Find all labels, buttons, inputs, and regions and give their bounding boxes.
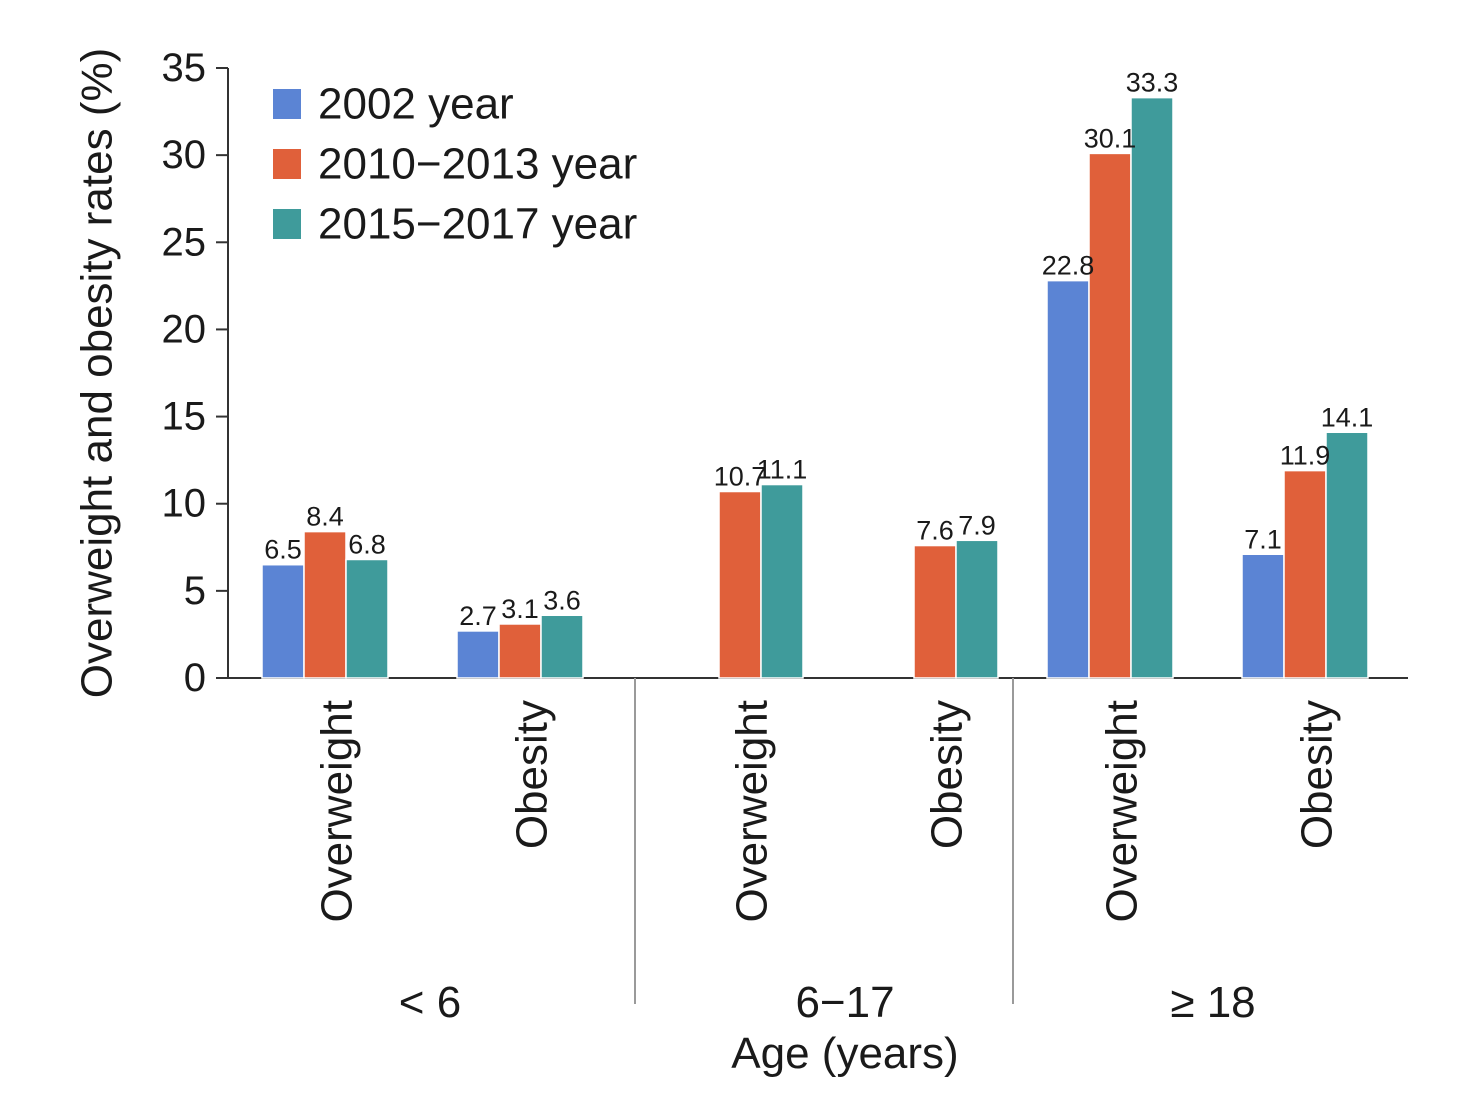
bar xyxy=(1130,96,1174,679)
bar xyxy=(540,614,584,679)
category-label: Overweight xyxy=(1098,700,1147,923)
value-label: 33.3 xyxy=(1126,68,1179,98)
value-label: 6.8 xyxy=(348,529,386,559)
category-label: Obesity xyxy=(1293,700,1342,849)
bar xyxy=(913,544,957,679)
bar xyxy=(261,563,305,679)
bar xyxy=(1088,152,1132,679)
y-axis-title: Overweight and obesity rates (%) xyxy=(73,48,122,699)
category-label: Obesity xyxy=(508,700,557,849)
legend-label: 2002 year xyxy=(318,80,514,129)
y-tick-label: 30 xyxy=(162,133,207,177)
bars xyxy=(261,96,1369,679)
value-labels: 6.58.46.8 2.7 3.1 3.6 10.711.1 7.6 7.9 22.8 30.1… xyxy=(264,68,1373,631)
bar xyxy=(1241,553,1285,679)
value-label: 7.9 xyxy=(958,510,996,540)
bar xyxy=(955,539,999,679)
bar xyxy=(456,630,500,679)
group-separators xyxy=(634,678,1014,1004)
y-axis: 0 5 10 15 20 25 30 35 xyxy=(162,46,229,700)
value-label: 7.6 xyxy=(916,516,954,546)
group-label: ≥ 18 xyxy=(1170,978,1255,1027)
bar xyxy=(760,483,804,679)
bar xyxy=(345,558,389,679)
group-labels: < 6 6−17 ≥ 18 xyxy=(399,978,1256,1027)
value-label: 2.7 xyxy=(459,601,497,631)
legend-label: 2010−2013 year xyxy=(318,140,637,189)
y-tick-label: 10 xyxy=(162,482,207,526)
category-labels: Overweight Obesity Overweight Obesity Overwe… xyxy=(313,700,1342,923)
y-tick-label: 0 xyxy=(184,656,206,700)
value-label: 14.1 xyxy=(1321,402,1374,432)
value-label: 8.4 xyxy=(306,502,344,532)
y-tick-label: 20 xyxy=(162,307,207,351)
category-label: Overweight xyxy=(728,700,777,923)
value-label: 3.1 xyxy=(501,594,539,624)
value-label: 11.9 xyxy=(1280,441,1331,471)
value-label: 11.1 xyxy=(757,455,808,485)
bar xyxy=(1283,469,1327,679)
y-tick-label: 25 xyxy=(162,220,207,264)
legend-label: 2015−2017 year xyxy=(318,200,637,249)
category-label: Obesity xyxy=(923,700,972,849)
bar xyxy=(718,490,762,679)
legend: 2002 year 2010−2013 year 2015−2017 year xyxy=(273,80,637,249)
legend-swatch xyxy=(273,209,301,239)
value-label: 6.5 xyxy=(264,535,302,565)
x-axis-title: Age (years) xyxy=(731,1029,958,1078)
y-tick-label: 5 xyxy=(184,569,206,613)
bar xyxy=(1046,279,1090,679)
y-tick-label: 15 xyxy=(162,395,207,439)
legend-swatch xyxy=(273,149,301,179)
value-label: 7.1 xyxy=(1244,524,1282,554)
y-tick-label: 35 xyxy=(162,46,207,90)
value-label: 30.1 xyxy=(1084,123,1137,153)
value-label: 10.7 xyxy=(714,462,767,492)
category-label: Overweight xyxy=(313,700,362,923)
group-label: < 6 xyxy=(399,978,461,1027)
bar xyxy=(498,623,542,679)
bar xyxy=(303,530,347,679)
bar xyxy=(1325,431,1369,679)
legend-swatch xyxy=(273,89,301,119)
group-label: 6−17 xyxy=(795,978,894,1027)
value-label: 3.6 xyxy=(543,585,581,615)
value-label: 22.8 xyxy=(1042,251,1095,281)
